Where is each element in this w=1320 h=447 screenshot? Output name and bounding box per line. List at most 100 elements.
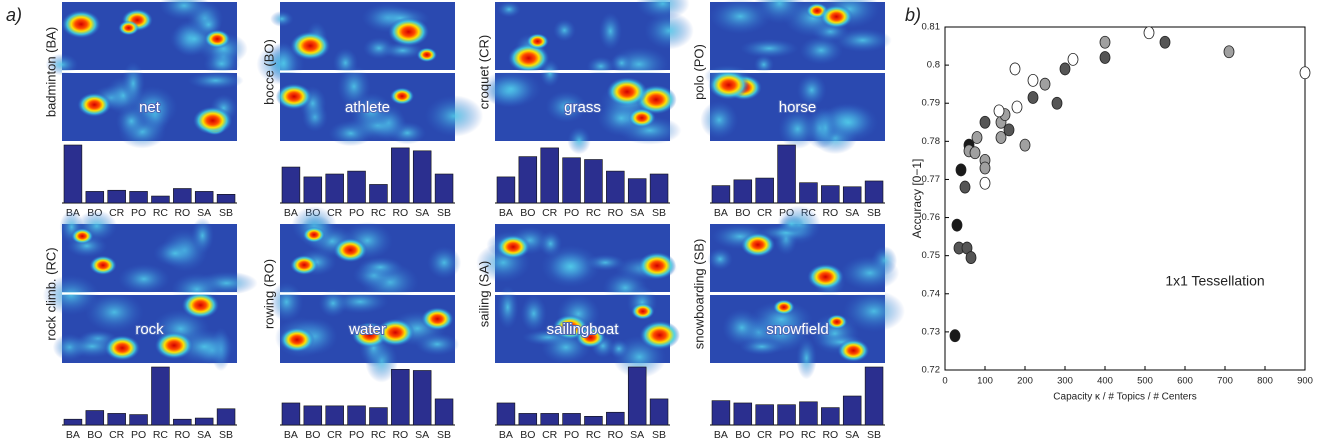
category-label: SB [437,207,451,219]
bar [173,418,192,426]
bar [369,184,388,204]
scatter-point [1039,77,1051,91]
category-label: BA [499,429,513,441]
y-tick-label: 0.73 [922,326,941,337]
category-label: PO [564,207,579,219]
category-label: RC [153,429,169,441]
bar [281,402,301,426]
category-label: SA [415,429,429,441]
scatter-point [1143,26,1155,40]
bar [151,366,170,426]
heat-blob [357,256,403,278]
group-label: snowboarding (SB) [691,239,706,350]
scatter-point [1159,35,1171,49]
bar [606,170,625,204]
x-tick-label: 500 [1137,376,1153,387]
category-label: SA [845,207,859,219]
category-label: RC [801,429,817,441]
heat-blob [480,70,542,108]
category-label: RC [586,207,602,219]
bar [107,189,126,204]
bar [85,191,105,204]
category-label: SA [415,207,429,219]
category-label: SA [197,429,211,441]
category-label: BO [735,429,750,441]
x-tick-label: 200 [1017,376,1033,387]
bar [799,182,818,204]
heat-blob [778,108,817,150]
heat-blob [740,232,776,257]
heat-blob [42,274,100,316]
heat-blob [427,246,462,280]
heat-blob [807,263,844,290]
category-label: SA [197,207,211,219]
category-label: BO [305,429,320,441]
scatter-point [993,104,1005,118]
heat-blob [700,100,739,140]
scatter-point [1099,51,1111,64]
y-tick-label: 0.81 [922,22,941,33]
category-label: RO [822,429,838,441]
heat-blob [539,59,561,88]
heat-blob [709,0,772,35]
heat-blob [520,294,547,333]
heat-blob [778,214,805,234]
category-label: CR [757,429,773,441]
heat-blob [644,11,694,50]
bar [434,398,454,426]
heat-blob [842,290,906,333]
heat-blob [117,263,170,295]
x-tick-label: 700 [1217,376,1233,387]
category-label: RC [586,429,602,441]
heat-blob [84,292,144,333]
bar [711,400,731,426]
bar [85,410,105,426]
scatter-point [1019,138,1031,152]
category-label: CR [542,207,558,219]
heat-blob [269,282,304,323]
bar [107,413,126,426]
heat-blob [598,12,623,51]
heat-blob [708,70,750,100]
heat-blob [526,33,549,50]
category-label: RO [174,429,190,441]
category-label: PO [131,429,146,441]
group-label: polo (PO) [691,44,706,100]
scatter-point [1299,66,1311,80]
heat-blob [191,217,214,254]
annotation: 1x1 Tessellation [1165,273,1264,289]
word-label: sailingboat [547,321,620,338]
bar [173,188,192,204]
heat-blob [333,237,368,263]
group-label: croquet (CR) [476,35,491,109]
word-label: horse [779,99,817,116]
category-label: BA [284,429,298,441]
scatter-point [1027,73,1039,87]
bar [821,407,840,426]
bar [799,401,818,426]
heat-blob [270,10,294,27]
heat-blob [376,318,415,347]
bar [777,404,796,426]
heat-blob [545,90,588,123]
y-tick-label: 0.78 [922,136,941,147]
x-tick-label: 0 [942,376,947,387]
category-label: CR [327,429,343,441]
bar [412,370,432,426]
heat-blob [631,303,655,320]
category-label: BA [66,429,80,441]
bar [325,405,344,426]
x-tick-label: 400 [1097,376,1113,387]
bar [216,408,236,426]
bar [584,159,603,204]
heat-blob [290,31,331,61]
bar [391,369,410,426]
heat-blob [722,308,762,347]
heat-blob [203,51,240,77]
bar [518,156,538,204]
heat-blob [799,36,843,65]
x-tick-label: 300 [1057,376,1073,387]
bar [63,144,83,204]
bar [412,150,432,204]
bar [649,398,669,426]
